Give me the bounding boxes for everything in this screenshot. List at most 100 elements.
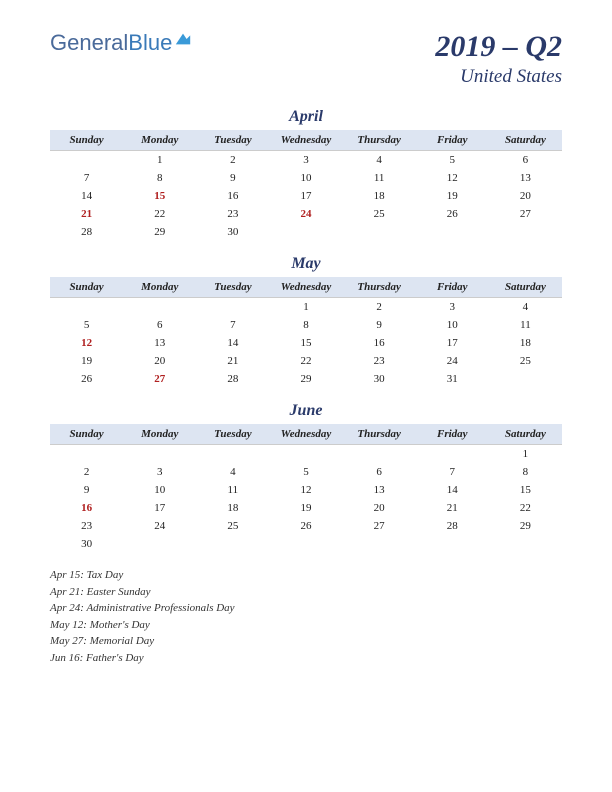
calendar-cell <box>269 223 342 241</box>
calendar-cell: 21 <box>50 205 123 223</box>
calendar-cell: 7 <box>196 316 269 334</box>
calendar-cell: 17 <box>416 334 489 352</box>
calendar-table: SundayMondayTuesdayWednesdayThursdayFrid… <box>50 424 562 553</box>
calendar-cell: 5 <box>269 463 342 481</box>
country-name: United States <box>435 66 562 88</box>
calendar-cell: 10 <box>269 169 342 187</box>
calendar-cell: 10 <box>123 481 196 499</box>
calendar-cell: 11 <box>196 481 269 499</box>
day-header: Wednesday <box>269 130 342 151</box>
calendar-row: 262728293031 <box>50 370 562 388</box>
calendar-row: 1 <box>50 445 562 464</box>
months-container: AprilSundayMondayTuesdayWednesdayThursda… <box>50 108 562 553</box>
calendar-cell: 18 <box>489 334 562 352</box>
calendar-cell: 24 <box>123 517 196 535</box>
calendar-cell: 5 <box>50 316 123 334</box>
calendar-cell: 12 <box>50 334 123 352</box>
calendar-row: 567891011 <box>50 316 562 334</box>
calendar-cell: 3 <box>416 298 489 317</box>
calendar-cell: 26 <box>50 370 123 388</box>
calendar-row: 2345678 <box>50 463 562 481</box>
calendar-cell <box>196 445 269 464</box>
calendar-row: 23242526272829 <box>50 517 562 535</box>
calendar-cell: 19 <box>416 187 489 205</box>
calendar-cell: 4 <box>196 463 269 481</box>
calendar-cell: 1 <box>269 298 342 317</box>
calendar-cell: 11 <box>489 316 562 334</box>
calendar-cell: 22 <box>123 205 196 223</box>
calendar-table: SundayMondayTuesdayWednesdayThursdayFrid… <box>50 277 562 388</box>
calendar-cell: 5 <box>416 151 489 170</box>
calendar-cell <box>343 223 416 241</box>
month-block: June SundayMondayTuesdayWednesdayThursday… <box>50 402 562 553</box>
calendar-cell: 3 <box>269 151 342 170</box>
calendar-row: 282930 <box>50 223 562 241</box>
calendar-cell: 9 <box>343 316 416 334</box>
calendar-cell: 17 <box>269 187 342 205</box>
calendar-cell: 21 <box>416 499 489 517</box>
calendar-row: 12131415161718 <box>50 334 562 352</box>
calendar-cell: 27 <box>123 370 196 388</box>
holidays-list: Apr 15: Tax DayApr 21: Easter SundayApr … <box>50 567 562 666</box>
day-header: Thursday <box>343 424 416 445</box>
logo-text-1: General <box>50 30 128 56</box>
calendar-cell: 30 <box>343 370 416 388</box>
calendar-cell: 20 <box>123 352 196 370</box>
calendar-cell <box>343 535 416 553</box>
calendar-cell: 14 <box>416 481 489 499</box>
calendar-cell: 28 <box>50 223 123 241</box>
calendar-cell: 28 <box>416 517 489 535</box>
calendar-cell <box>489 223 562 241</box>
calendar-cell: 22 <box>269 352 342 370</box>
calendar-cell <box>123 445 196 464</box>
quarter-title: 2019 – Q2 <box>435 30 562 64</box>
calendar-cell: 12 <box>269 481 342 499</box>
calendar-cell: 16 <box>196 187 269 205</box>
day-header: Wednesday <box>269 424 342 445</box>
calendar-cell: 24 <box>269 205 342 223</box>
day-header: Friday <box>416 424 489 445</box>
calendar-cell: 23 <box>196 205 269 223</box>
day-header: Tuesday <box>196 424 269 445</box>
calendar-cell: 4 <box>343 151 416 170</box>
calendar-cell <box>196 298 269 317</box>
month-block: AprilSundayMondayTuesdayWednesdayThursda… <box>50 108 562 241</box>
calendar-cell: 7 <box>50 169 123 187</box>
day-header: Monday <box>123 424 196 445</box>
holiday-item: Jun 16: Father's Day <box>50 650 562 667</box>
calendar-cell: 6 <box>343 463 416 481</box>
calendar-cell: 26 <box>269 517 342 535</box>
calendar-cell: 9 <box>196 169 269 187</box>
calendar-table: SundayMondayTuesdayWednesdayThursdayFrid… <box>50 130 562 241</box>
day-header: Tuesday <box>196 277 269 298</box>
calendar-cell: 9 <box>50 481 123 499</box>
day-header: Sunday <box>50 130 123 151</box>
calendar-cell: 19 <box>50 352 123 370</box>
logo-wave-icon <box>174 30 192 48</box>
calendar-cell: 8 <box>489 463 562 481</box>
calendar-cell <box>489 535 562 553</box>
calendar-cell: 30 <box>50 535 123 553</box>
calendar-cell: 29 <box>269 370 342 388</box>
month-name: June <box>50 402 562 420</box>
calendar-row: 1234 <box>50 298 562 317</box>
calendar-cell: 25 <box>196 517 269 535</box>
calendar-row: 21222324252627 <box>50 205 562 223</box>
calendar-cell <box>50 445 123 464</box>
holiday-item: May 27: Memorial Day <box>50 633 562 650</box>
calendar-cell: 13 <box>123 334 196 352</box>
calendar-cell: 2 <box>343 298 416 317</box>
calendar-cell: 27 <box>489 205 562 223</box>
calendar-row: 30 <box>50 535 562 553</box>
calendar-cell: 17 <box>123 499 196 517</box>
calendar-cell <box>50 151 123 170</box>
calendar-cell <box>123 298 196 317</box>
calendar-cell <box>416 445 489 464</box>
calendar-cell: 30 <box>196 223 269 241</box>
calendar-cell <box>416 223 489 241</box>
calendar-cell: 2 <box>196 151 269 170</box>
calendar-row: 14151617181920 <box>50 187 562 205</box>
calendar-cell: 13 <box>343 481 416 499</box>
calendar-cell: 15 <box>269 334 342 352</box>
holiday-item: May 12: Mother's Day <box>50 617 562 634</box>
